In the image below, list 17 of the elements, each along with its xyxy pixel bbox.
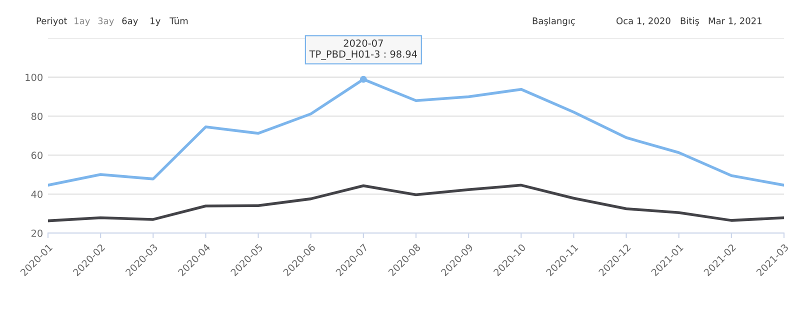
y-tick-label: 60 <box>31 152 42 160</box>
y-tick-label: 80 <box>31 112 42 120</box>
y-tick-label: 100 <box>26 74 42 82</box>
text: 1ay <box>74 18 90 26</box>
text: 6ay <box>122 17 138 26</box>
text: Mar 1, 2021 <box>708 17 762 26</box>
y-tick-label: 40 <box>31 190 42 198</box>
text: Başlangıç <box>532 17 575 26</box>
text: Oca 1, 2020 <box>616 17 670 26</box>
y-tick-label: 20 <box>31 230 42 237</box>
annotation: 2020-07 TP_PBD_H01-3 : 98.94 <box>309 39 417 60</box>
text: Periyot <box>36 17 68 26</box>
text: Tüm <box>170 17 188 24</box>
text: 3ay <box>98 17 114 26</box>
text: Bitiş <box>680 17 700 26</box>
line-series <box>48 184 784 222</box>
text: 1y <box>150 18 160 26</box>
